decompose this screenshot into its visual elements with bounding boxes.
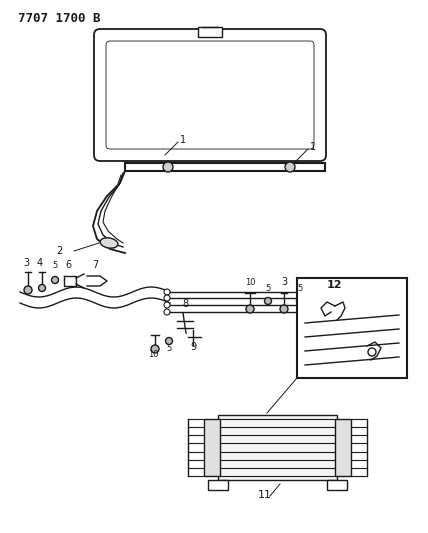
- Bar: [297, 278, 407, 378]
- FancyBboxPatch shape: [94, 29, 326, 161]
- Text: 3: 3: [23, 258, 29, 268]
- Text: 1: 1: [180, 135, 186, 145]
- Bar: [204, 419, 220, 476]
- Text: 7707 1700 B: 7707 1700 B: [18, 12, 101, 25]
- Text: 5: 5: [297, 284, 303, 293]
- Circle shape: [164, 309, 170, 315]
- Circle shape: [164, 289, 170, 295]
- Text: 5: 5: [166, 344, 172, 353]
- Bar: [327, 480, 347, 490]
- Text: 11: 11: [258, 490, 272, 500]
- Text: 10: 10: [148, 350, 158, 359]
- Text: 8: 8: [182, 299, 188, 309]
- Text: 7: 7: [92, 260, 98, 270]
- Bar: [335, 419, 351, 476]
- Ellipse shape: [100, 238, 118, 248]
- Circle shape: [390, 309, 396, 315]
- Circle shape: [390, 302, 396, 308]
- Text: 1: 1: [310, 142, 316, 152]
- Bar: [208, 480, 228, 490]
- Text: 2: 2: [56, 246, 62, 256]
- Circle shape: [280, 305, 288, 313]
- Text: 6: 6: [65, 260, 71, 270]
- Text: 9: 9: [190, 342, 196, 352]
- Circle shape: [24, 286, 32, 294]
- Bar: [218, 415, 337, 480]
- Circle shape: [164, 302, 170, 308]
- Circle shape: [285, 162, 295, 172]
- Text: 4: 4: [37, 258, 43, 268]
- Text: 10: 10: [245, 278, 255, 287]
- Circle shape: [166, 337, 172, 344]
- Circle shape: [265, 297, 271, 304]
- Circle shape: [390, 289, 396, 295]
- Circle shape: [297, 297, 303, 304]
- Text: 5: 5: [52, 261, 58, 270]
- Circle shape: [163, 162, 173, 172]
- Text: 3: 3: [281, 277, 287, 287]
- Circle shape: [164, 295, 170, 301]
- Circle shape: [39, 285, 45, 292]
- Circle shape: [368, 348, 376, 356]
- Text: 12: 12: [327, 280, 342, 290]
- Circle shape: [390, 295, 396, 301]
- Bar: [198, 27, 222, 37]
- Circle shape: [51, 277, 59, 284]
- Text: 5: 5: [265, 284, 270, 293]
- Circle shape: [246, 305, 254, 313]
- Circle shape: [151, 345, 159, 353]
